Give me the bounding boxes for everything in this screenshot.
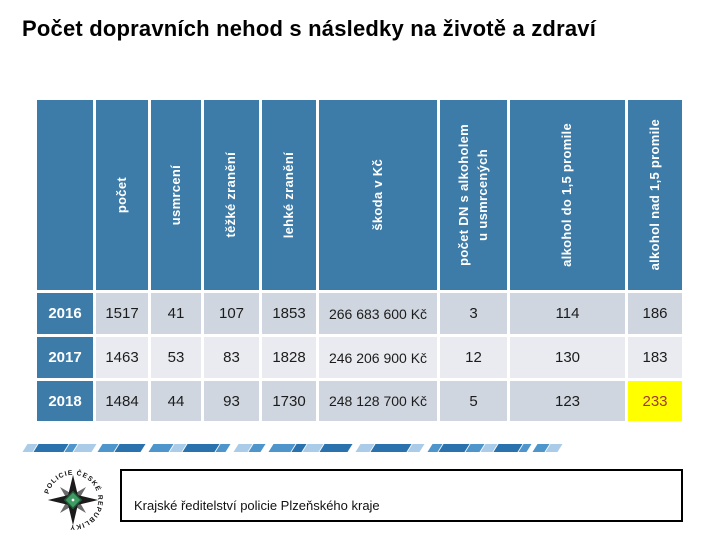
table-cell: 1828 bbox=[262, 337, 316, 378]
table-cell: 44 bbox=[151, 381, 201, 421]
table-cell: 83 bbox=[204, 337, 259, 378]
column-header-usmrceni: usmrcení bbox=[151, 100, 201, 290]
table-cell: 183 bbox=[628, 337, 682, 378]
table-cell: 1484 bbox=[96, 381, 148, 421]
stripe-segment bbox=[182, 444, 220, 452]
column-header-alkohol-do-15-promile: alkohol do 1,5 promile bbox=[510, 100, 625, 290]
table-cell: 246 206 900 Kč bbox=[319, 337, 437, 378]
column-header-label: lehké zranění bbox=[280, 151, 296, 239]
column-header-label: počet DN s alkoholem u usmrcených bbox=[455, 124, 490, 266]
page-title: Počet dopravních nehod s následky na živ… bbox=[22, 16, 597, 41]
decorative-stripe-band bbox=[22, 444, 563, 452]
column-header-label: alkohol do 1,5 promile bbox=[559, 123, 575, 267]
table-cell: 41 bbox=[151, 293, 201, 334]
table-cell: 3 bbox=[440, 293, 507, 334]
row-year-2016: 2016 bbox=[37, 293, 93, 334]
table-cell: 186 bbox=[628, 293, 682, 334]
stripe-segment bbox=[370, 444, 412, 452]
column-header-label: těžké zranění bbox=[223, 152, 239, 238]
footer-caption-box: Krajské ředitelství policie Plzeňského k… bbox=[120, 469, 683, 522]
accident-table: počet usmrcení těžké zranění lehké zranění š… bbox=[37, 100, 682, 421]
column-header-skoda-v-kc: škoda v Kč bbox=[319, 100, 437, 290]
column-header-label: škoda v Kč bbox=[369, 159, 385, 231]
column-header-alkohol-nad-15-promile: alkohol nad 1,5 promile bbox=[628, 100, 682, 290]
table-cell: 12 bbox=[440, 337, 507, 378]
row-year-2018: 2018 bbox=[37, 381, 93, 421]
table-cell: 1463 bbox=[96, 337, 148, 378]
column-header-lehke-zraneni: lehké zranění bbox=[262, 100, 316, 290]
stripe-segment bbox=[73, 444, 97, 452]
column-header-label: usmrcení bbox=[167, 164, 183, 226]
column-header-tezke-zraneni: těžké zranění bbox=[204, 100, 259, 290]
stripe-segment bbox=[33, 444, 69, 452]
table-corner-cell bbox=[37, 100, 93, 290]
table-cell: 53 bbox=[151, 337, 201, 378]
table-cell: 1853 bbox=[262, 293, 316, 334]
emblem-center-dot bbox=[71, 498, 75, 502]
table-cell: 266 683 600 Kč bbox=[319, 293, 437, 334]
table-cell-highlighted: 233 bbox=[628, 381, 682, 421]
footer-caption: Krajské ředitelství policie Plzeňského k… bbox=[134, 498, 380, 513]
table-cell: 248 128 700 Kč bbox=[319, 381, 437, 421]
table-cell: 107 bbox=[204, 293, 259, 334]
table-cell: 5 bbox=[440, 381, 507, 421]
table-cell: 114 bbox=[510, 293, 625, 334]
table-cell: 123 bbox=[510, 381, 625, 421]
table-cell: 130 bbox=[510, 337, 625, 378]
column-header-pocet-dn-s-alkoholem-u-usmrcenych: počet DN s alkoholem u usmrcených bbox=[440, 100, 507, 290]
column-header-pocet: počet bbox=[96, 100, 148, 290]
column-header-label: počet bbox=[113, 176, 129, 214]
row-year-2017: 2017 bbox=[37, 337, 93, 378]
police-cr-emblem-icon: POLICIE ČESKÉ REPUBLIKY bbox=[42, 469, 104, 530]
table-cell: 93 bbox=[204, 381, 259, 421]
column-header-label: alkohol nad 1,5 promile bbox=[646, 119, 662, 271]
stripe-segment bbox=[319, 444, 353, 452]
table-cell: 1517 bbox=[96, 293, 148, 334]
table-cell: 1730 bbox=[262, 381, 316, 421]
stripe-segment bbox=[114, 444, 146, 452]
